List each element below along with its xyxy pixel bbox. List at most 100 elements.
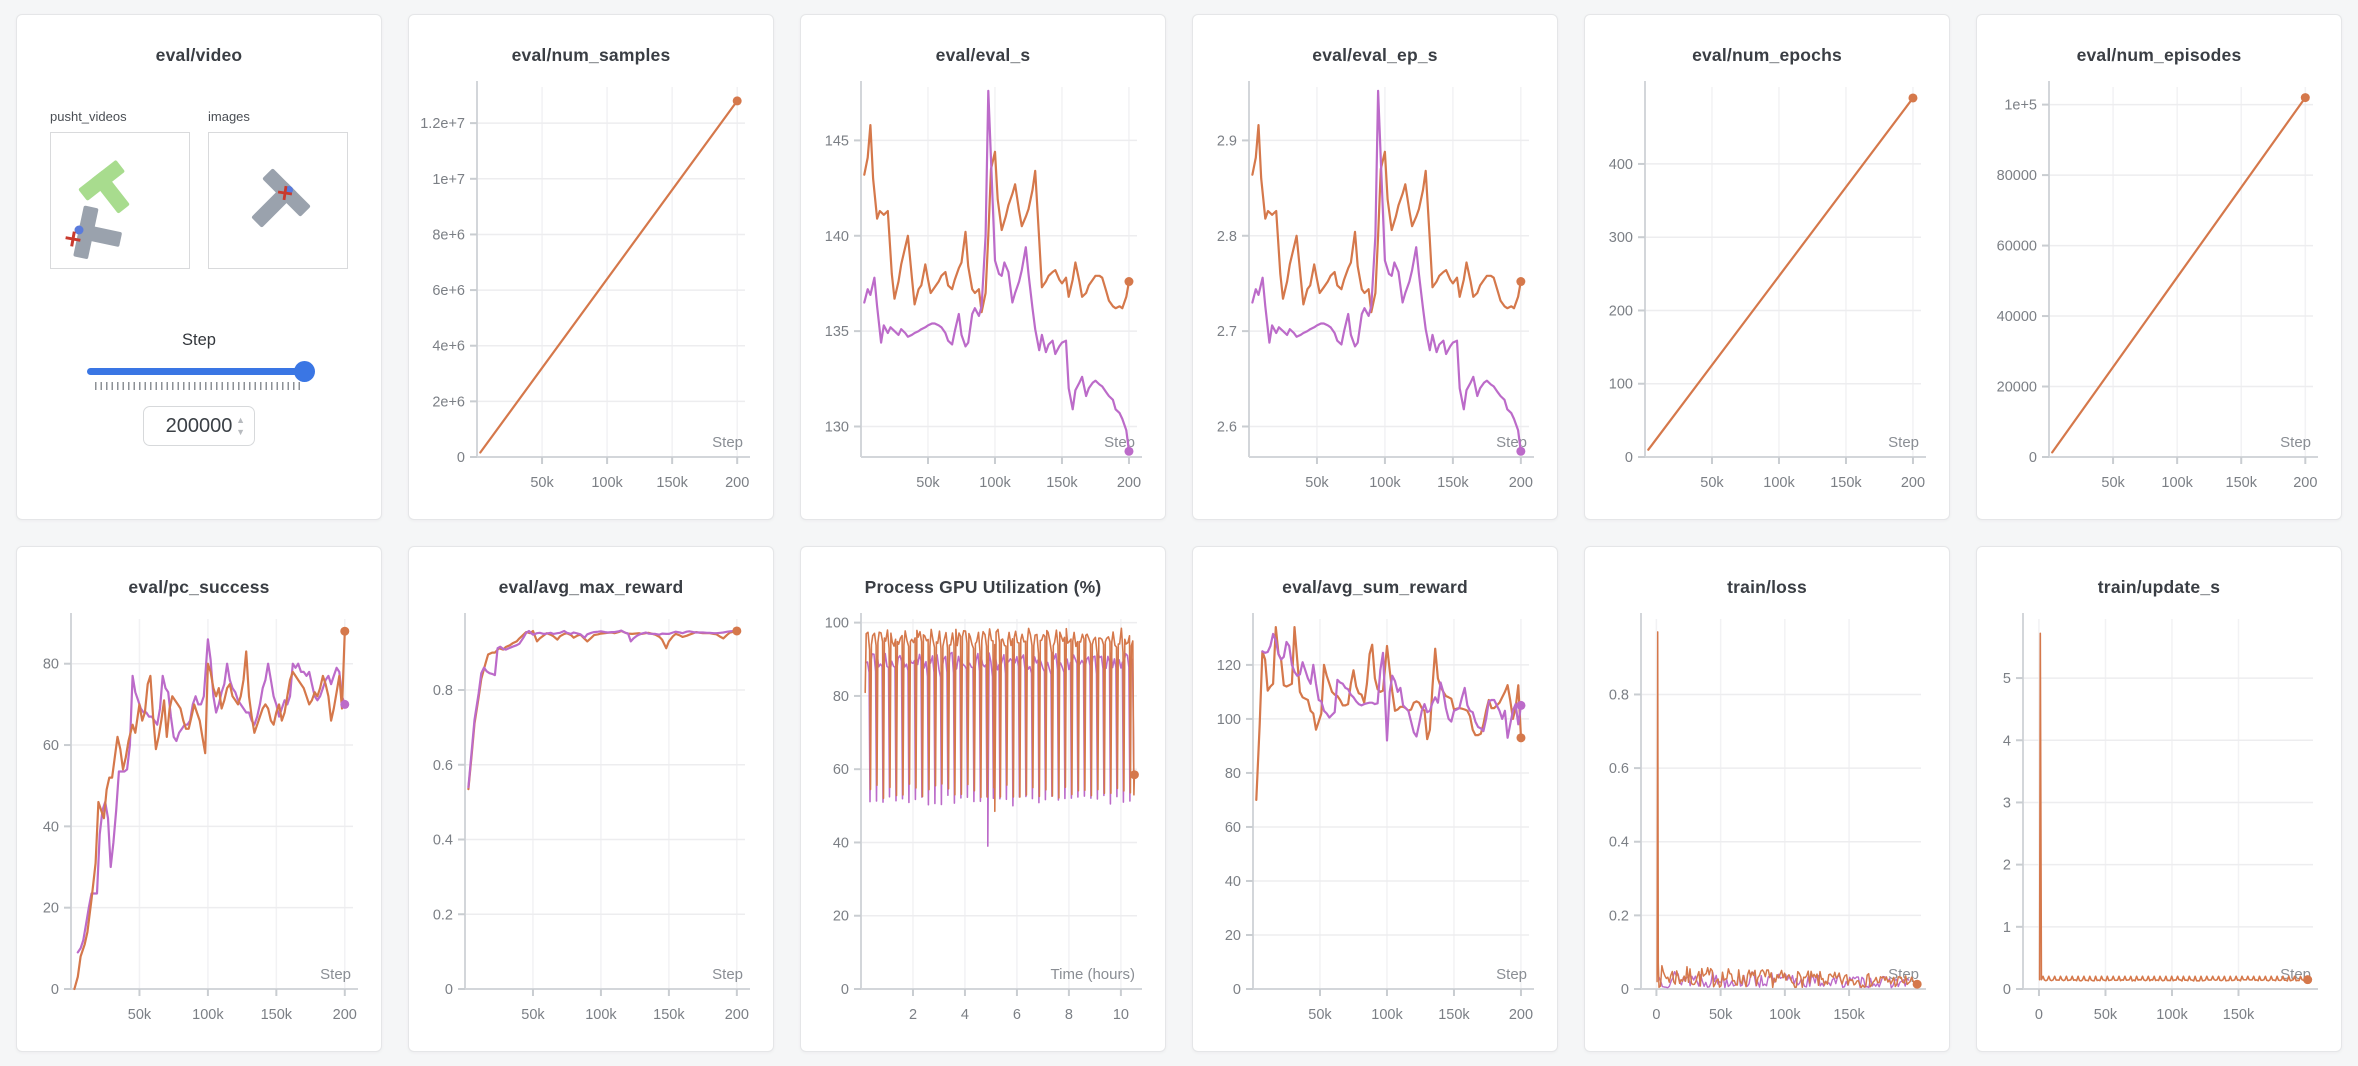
svg-text:150k: 150k <box>261 1007 293 1023</box>
svg-text:0: 0 <box>457 450 465 466</box>
chart-title: eval/eval_s <box>935 45 1031 65</box>
svg-text:150k: 150k <box>1046 475 1078 491</box>
svg-text:100k: 100k <box>1769 1007 1801 1023</box>
svg-text:150k: 150k <box>1438 1007 1470 1023</box>
chart-plot[interactable]: 50k 100k 150k 200 0 0.2 0.4 0.6 0.8 Step <box>409 603 774 1052</box>
svg-text:0.8: 0.8 <box>1609 687 1629 703</box>
gray-t-shape <box>251 168 311 228</box>
goal-cross <box>65 231 81 247</box>
svg-text:3: 3 <box>2003 795 2011 811</box>
svg-text:4: 4 <box>961 1007 969 1023</box>
svg-text:5: 5 <box>2003 671 2011 687</box>
svg-text:20: 20 <box>1225 928 1241 944</box>
video-panel-title: eval/video <box>155 45 243 65</box>
svg-text:200: 200 <box>1117 475 1141 491</box>
svg-text:100k: 100k <box>585 1007 617 1023</box>
chart-title: eval/avg_sum_reward <box>1282 577 1468 597</box>
svg-text:130: 130 <box>825 419 849 435</box>
svg-text:2: 2 <box>909 1007 917 1023</box>
svg-text:8e+6: 8e+6 <box>432 227 465 243</box>
step-value-stepper[interactable]: 200000 ▲ ▼ <box>143 406 255 446</box>
svg-text:1e+7: 1e+7 <box>432 172 465 188</box>
svg-text:1.2e+7: 1.2e+7 <box>420 116 465 132</box>
chart-title: eval/num_epochs <box>1692 45 1842 65</box>
svg-text:150k: 150k <box>1833 1007 1865 1023</box>
panel-eval-video: eval/video pusht_videos images <box>16 14 382 520</box>
chart-panel: train/loss 0 50k 100k 150k 0 0.2 0.4 0.6 0.8 Step <box>1584 546 1950 1052</box>
gray-t-shape <box>73 205 122 259</box>
step-slider-track[interactable] <box>87 368 311 375</box>
step-value: 200000 <box>165 414 233 437</box>
svg-text:0: 0 <box>2003 982 2011 998</box>
chart-panel: eval/num_samples 50k 100k 150k 200 0 2e+6 4e+6… <box>408 14 774 520</box>
svg-text:50k: 50k <box>1700 475 1724 491</box>
step-slider-handle[interactable] <box>294 361 315 382</box>
stepper-down-icon: ▼ <box>236 427 245 437</box>
media-label-images: images <box>208 109 250 124</box>
chart-title: eval/eval_ep_s <box>1312 45 1438 65</box>
svg-text:150k: 150k <box>1830 475 1862 491</box>
svg-text:100k: 100k <box>1763 475 1795 491</box>
stepper-up-icon: ▲ <box>236 415 245 425</box>
video-thumbnail-pusht[interactable] <box>50 132 190 269</box>
svg-text:200: 200 <box>2293 475 2317 491</box>
chart-plot[interactable]: 50k 100k 150k 200 0 20000 40000 60000 80000 1e+5 S… <box>1977 71 2342 520</box>
svg-text:100: 100 <box>825 616 849 632</box>
svg-text:2.6: 2.6 <box>1217 419 1237 435</box>
agent-dot <box>74 225 84 235</box>
stepper-arrows[interactable]: ▲ ▼ <box>236 414 245 438</box>
svg-text:50k: 50k <box>530 475 554 491</box>
svg-text:100k: 100k <box>2161 475 2193 491</box>
svg-text:200: 200 <box>333 1007 357 1023</box>
svg-text:Time (hours): Time (hours) <box>1051 966 1135 983</box>
chart-panel: eval/eval_ep_s 50k 100k 150k 200 2.6 2.7 2.8 2.… <box>1192 14 1558 520</box>
svg-text:150k: 150k <box>653 1007 685 1023</box>
svg-text:40: 40 <box>43 819 59 835</box>
svg-text:2e+6: 2e+6 <box>432 394 465 410</box>
svg-text:2.8: 2.8 <box>1217 229 1237 245</box>
svg-text:60000: 60000 <box>1997 239 2037 255</box>
chart-plot[interactable]: 50k 100k 150k 200 0 100 200 300 400 Step <box>1585 71 1950 520</box>
svg-text:80: 80 <box>1225 766 1241 782</box>
svg-text:150k: 150k <box>656 475 688 491</box>
step-slider-label: Step <box>182 331 216 349</box>
chart-title: train/loss <box>1727 577 1807 597</box>
svg-text:135: 135 <box>825 324 849 340</box>
chart-panel: eval/eval_s 50k 100k 150k 200 130 135 140 145 St… <box>800 14 1166 520</box>
svg-text:120: 120 <box>1217 658 1241 674</box>
svg-text:0.4: 0.4 <box>1609 835 1629 851</box>
svg-text:50k: 50k <box>916 475 940 491</box>
svg-text:50k: 50k <box>521 1007 545 1023</box>
chart-panel: Process GPU Utilization (%) 2 4 6 8 10 0 20 40 6… <box>800 546 1166 1052</box>
svg-text:50k: 50k <box>1305 475 1329 491</box>
step-slider[interactable] <box>87 361 315 382</box>
chart-plot[interactable]: 50k 100k 150k 200 0 20 40 60 80 100 120 Step <box>1193 603 1558 1052</box>
svg-text:0.6: 0.6 <box>1609 761 1629 777</box>
svg-text:4e+6: 4e+6 <box>432 339 465 355</box>
chart-panel: eval/pc_success 50k 100k 150k 200 0 20 40 60 80 S… <box>16 546 382 1052</box>
svg-text:50k: 50k <box>1308 1007 1332 1023</box>
svg-text:4: 4 <box>2003 733 2011 749</box>
chart-panel: eval/num_episodes 50k 100k 150k 200 0 20000 40… <box>1976 14 2342 520</box>
svg-text:100k: 100k <box>979 475 1011 491</box>
svg-text:20: 20 <box>43 901 59 917</box>
svg-text:Step: Step <box>712 966 743 983</box>
chart-plot[interactable]: 50k 100k 150k 200 0 20 40 60 80 Step <box>17 603 382 1052</box>
svg-text:150k: 150k <box>1437 475 1469 491</box>
chart-panel: eval/avg_max_reward 50k 100k 150k 200 0 0.2 0.… <box>408 546 774 1052</box>
video-thumbnail-images[interactable] <box>208 132 348 269</box>
svg-text:Step: Step <box>1496 966 1527 983</box>
svg-text:Step: Step <box>1888 434 1919 451</box>
green-t-shape <box>78 160 130 213</box>
svg-text:100k: 100k <box>2156 1007 2188 1023</box>
svg-text:200: 200 <box>725 475 749 491</box>
chart-plot[interactable]: 50k 100k 150k 200 0 2e+6 4e+6 6e+6 8e+6 1e+7 1.2e+… <box>409 71 774 520</box>
goal-cross <box>277 185 293 201</box>
svg-text:Step: Step <box>712 434 743 451</box>
